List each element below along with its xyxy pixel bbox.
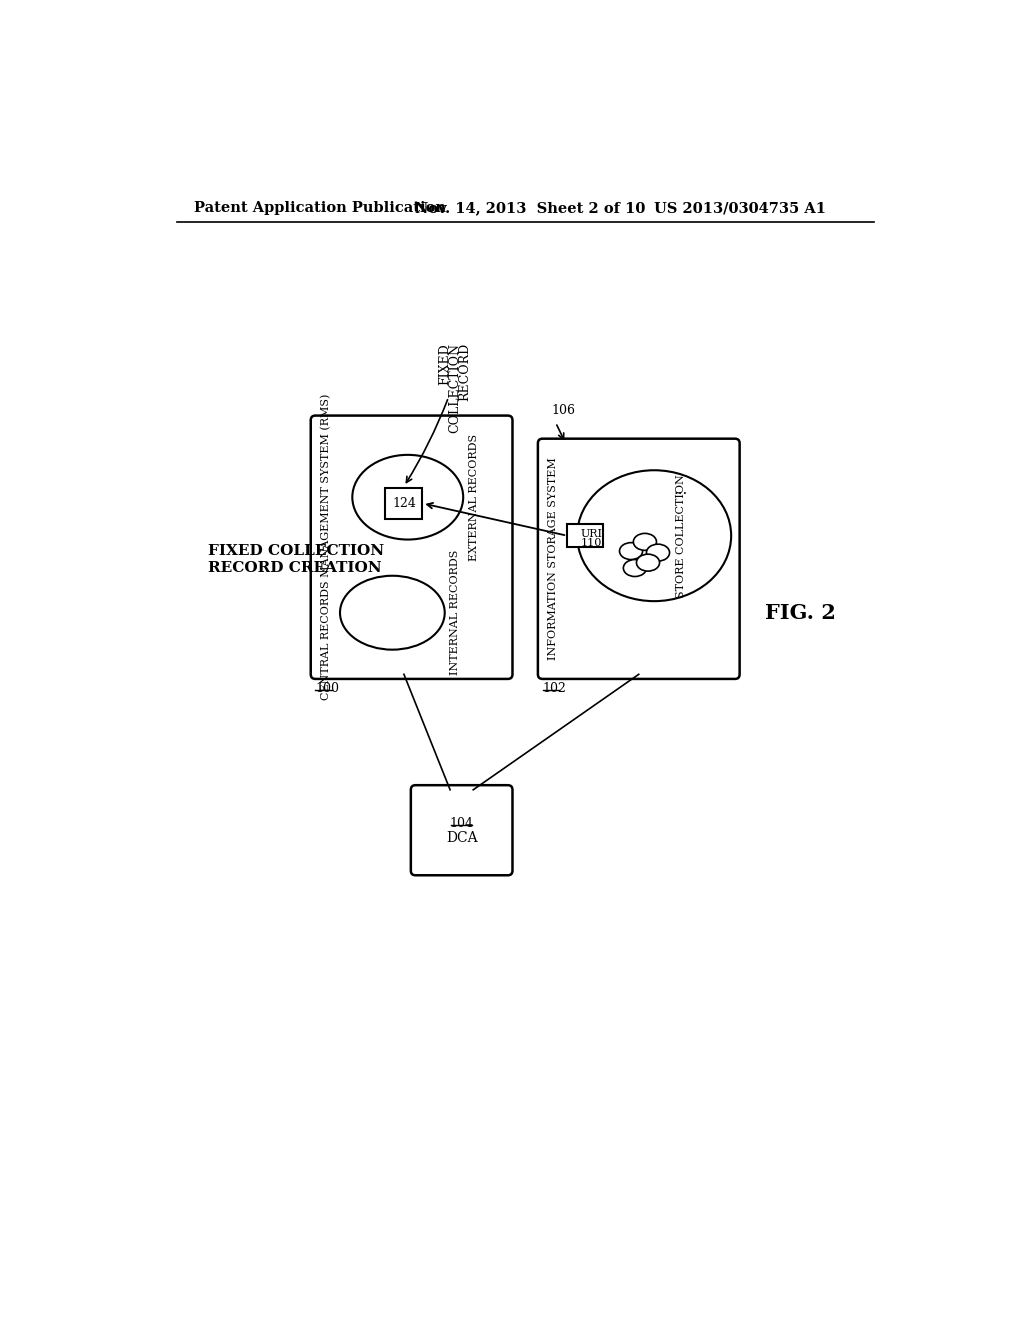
FancyBboxPatch shape [411,785,512,875]
Ellipse shape [340,576,444,649]
Text: URI: URI [581,529,603,539]
FancyBboxPatch shape [567,524,602,548]
FancyBboxPatch shape [310,416,512,678]
Ellipse shape [620,543,643,560]
Text: INTERNAL RECORDS: INTERNAL RECORDS [451,550,461,676]
Text: 124: 124 [392,496,416,510]
Text: Nov. 14, 2013  Sheet 2 of 10: Nov. 14, 2013 Sheet 2 of 10 [416,202,646,215]
Text: FIG. 2: FIG. 2 [765,603,836,623]
Ellipse shape [624,560,646,577]
Text: INFORMATION STORAGE SYSTEM: INFORMATION STORAGE SYSTEM [548,458,558,660]
Text: RECORD: RECORD [459,343,471,401]
Text: 110: 110 [581,539,602,548]
FancyBboxPatch shape [538,438,739,678]
Text: 100: 100 [315,681,339,694]
Ellipse shape [352,455,463,540]
FancyBboxPatch shape [385,488,422,519]
Text: FIXED COLLECTION: FIXED COLLECTION [208,544,384,558]
Text: 106: 106 [552,404,575,417]
Text: 104: 104 [450,817,474,830]
Text: US 2013/0304735 A1: US 2013/0304735 A1 [654,202,826,215]
Ellipse shape [634,533,656,550]
Ellipse shape [578,470,731,601]
Text: EXTERNAL RECORDS: EXTERNAL RECORDS [469,434,479,561]
Text: 102: 102 [543,681,566,694]
Text: RECORD CREATION: RECORD CREATION [208,561,381,576]
Ellipse shape [646,544,670,561]
Text: CENTRAL RECORDS MANAGEMENT SYSTEM (RMS): CENTRAL RECORDS MANAGEMENT SYSTEM (RMS) [321,395,332,701]
Text: DCA: DCA [445,830,477,845]
Text: ...: ... [674,483,688,496]
Text: STORE COLLECTION: STORE COLLECTION [676,474,686,598]
Ellipse shape [637,554,659,572]
Text: Patent Application Publication: Patent Application Publication [194,202,445,215]
Text: COLLECTION: COLLECTION [449,343,461,433]
Text: FIXED: FIXED [438,343,452,385]
